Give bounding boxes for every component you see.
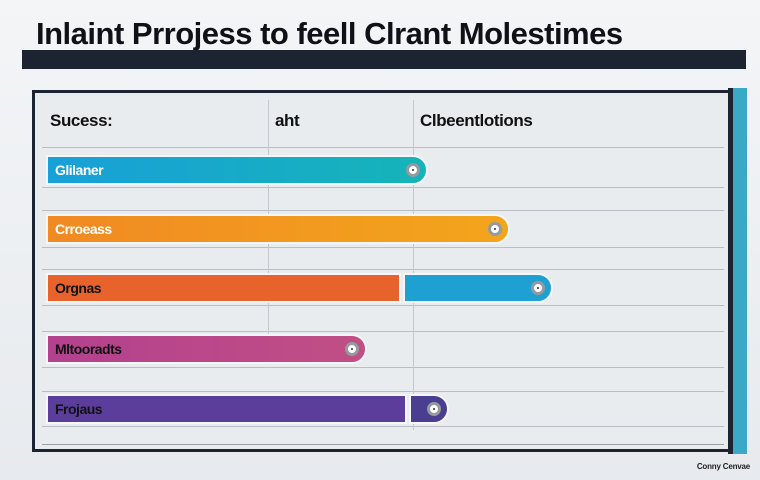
progress-bar-label: Frojaus bbox=[55, 401, 103, 417]
grid-line bbox=[42, 444, 724, 445]
grid-line bbox=[42, 305, 724, 306]
progress-bar: Orgnas bbox=[46, 273, 401, 303]
column-header-client-milestones: Clbeentlotions bbox=[420, 111, 533, 130]
progress-knob-icon[interactable] bbox=[531, 281, 545, 295]
progress-bar: Crroeass bbox=[46, 214, 510, 244]
grid-line bbox=[42, 391, 724, 392]
footer-watermark: Conny Cenvae bbox=[696, 462, 750, 471]
progress-bar-label: Mltooradts bbox=[55, 341, 122, 357]
progress-bar-label: Crroeass bbox=[55, 221, 112, 237]
column-header-aht: aht bbox=[275, 111, 300, 130]
progress-knob-icon[interactable] bbox=[345, 342, 359, 356]
grid-line bbox=[42, 331, 724, 332]
board-accent-bar bbox=[728, 88, 747, 454]
page-title: Inlaint Prrojess to feell Clrant Molesti… bbox=[36, 16, 623, 51]
progress-bar: Frojaus bbox=[46, 394, 407, 424]
column-header-success: Sucess: bbox=[50, 111, 113, 130]
title-underline bbox=[22, 50, 746, 69]
grid-line bbox=[42, 367, 724, 368]
progress-bar: Glilaner bbox=[46, 155, 428, 185]
progress-knob-icon[interactable] bbox=[488, 222, 502, 236]
progress-knob-icon[interactable] bbox=[427, 402, 441, 416]
progress-bar: Mltooradts bbox=[46, 334, 367, 364]
grid-line bbox=[42, 247, 724, 248]
grid-line bbox=[42, 269, 724, 270]
progress-knob-icon[interactable] bbox=[406, 163, 420, 177]
grid-line bbox=[42, 210, 724, 211]
grid-line bbox=[42, 147, 724, 148]
column-divider bbox=[413, 100, 414, 430]
progress-bar-extension bbox=[409, 394, 449, 424]
grid-line bbox=[42, 187, 724, 188]
progress-bar-extension bbox=[403, 273, 553, 303]
grid-line bbox=[42, 426, 724, 427]
progress-bar-label: Orgnas bbox=[55, 280, 102, 296]
progress-bar-label: Glilaner bbox=[55, 162, 104, 178]
